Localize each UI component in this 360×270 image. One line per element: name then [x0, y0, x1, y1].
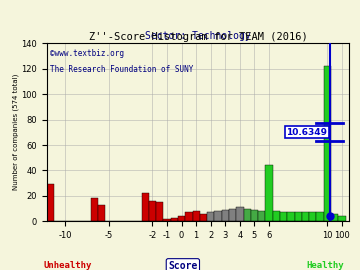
Bar — [229, 209, 236, 221]
Bar — [163, 219, 171, 221]
Bar — [193, 211, 200, 221]
Bar — [287, 212, 294, 221]
Y-axis label: Number of companies (574 total): Number of companies (574 total) — [12, 74, 19, 191]
Text: Unhealthy: Unhealthy — [44, 261, 92, 270]
Bar — [338, 216, 346, 221]
Bar — [222, 210, 229, 221]
Bar — [98, 205, 105, 221]
Bar — [185, 212, 193, 221]
Bar — [294, 212, 302, 221]
Bar — [178, 216, 185, 221]
Bar — [324, 66, 331, 221]
Bar — [171, 218, 178, 221]
Title: Z''-Score Histogram for TEAM (2016): Z''-Score Histogram for TEAM (2016) — [89, 32, 307, 42]
Text: Sector: Technology: Sector: Technology — [145, 31, 251, 41]
Bar — [331, 214, 338, 221]
Bar — [273, 211, 280, 221]
Bar — [258, 211, 265, 221]
Text: ©www.textbiz.org: ©www.textbiz.org — [50, 49, 124, 58]
Bar — [47, 184, 54, 221]
Bar — [251, 210, 258, 221]
Text: Score: Score — [168, 261, 198, 270]
Bar — [156, 202, 163, 221]
Bar — [236, 207, 244, 221]
Bar — [215, 211, 222, 221]
Text: Healthy: Healthy — [306, 261, 344, 270]
Bar — [207, 212, 215, 221]
Text: The Research Foundation of SUNY: The Research Foundation of SUNY — [50, 65, 193, 74]
Bar — [244, 209, 251, 221]
Bar — [90, 198, 98, 221]
Bar — [302, 212, 309, 221]
Bar — [141, 193, 149, 221]
Bar — [316, 212, 324, 221]
Text: 10.6349: 10.6349 — [286, 128, 327, 137]
Bar — [265, 166, 273, 221]
Bar — [309, 212, 316, 221]
Bar — [149, 201, 156, 221]
Bar — [200, 214, 207, 221]
Bar — [280, 212, 287, 221]
